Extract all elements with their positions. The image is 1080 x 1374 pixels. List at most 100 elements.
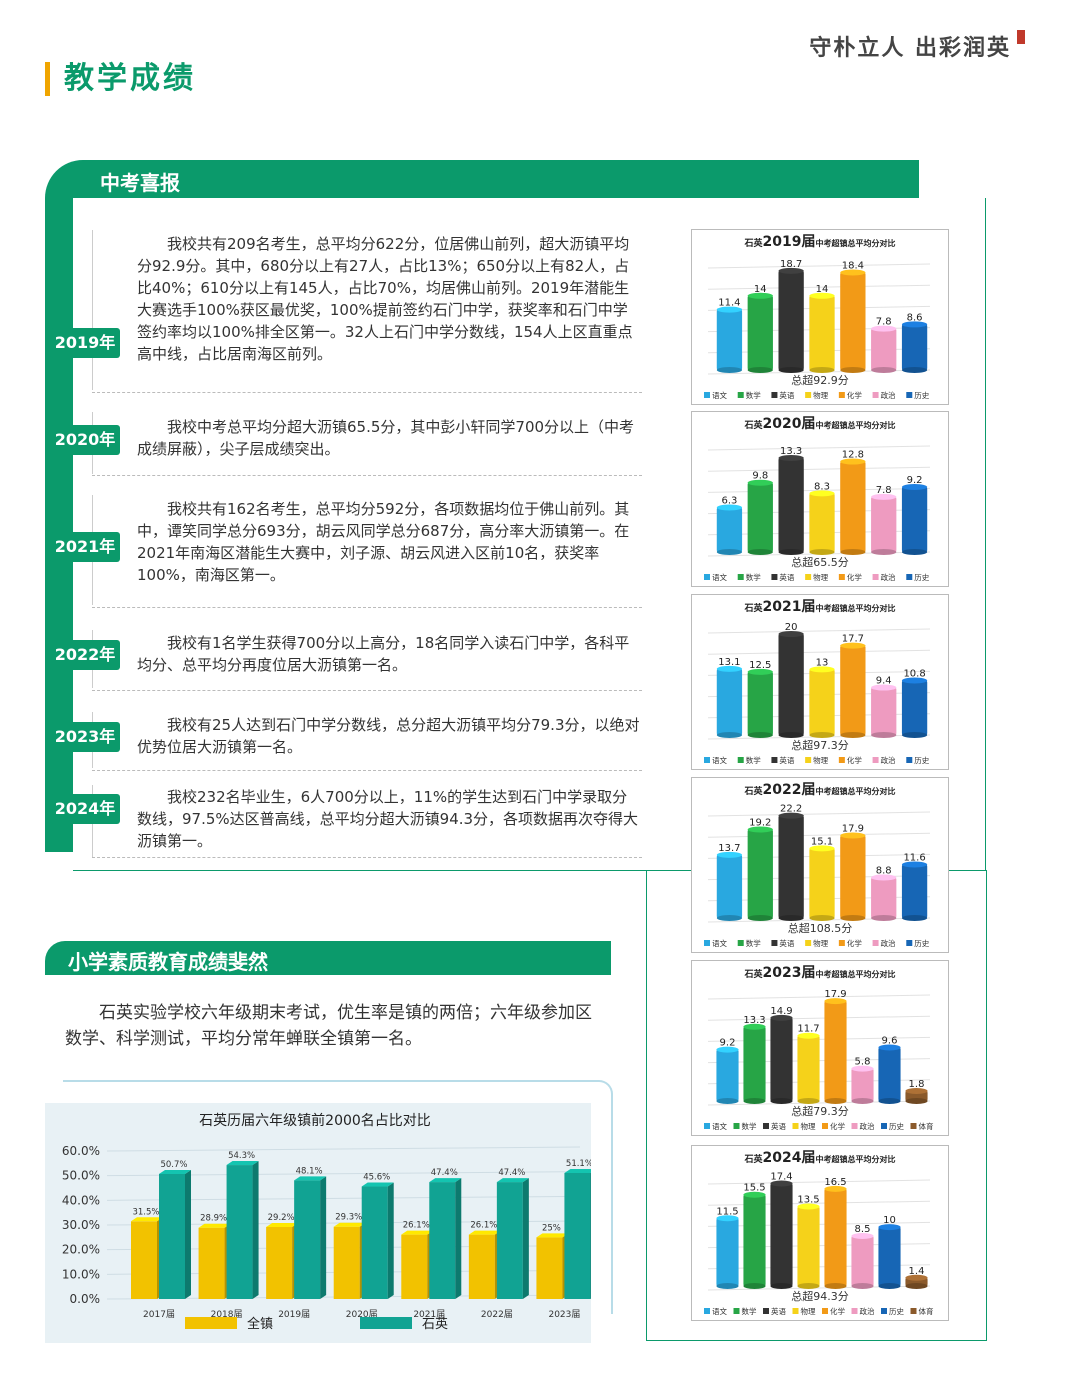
y-tick-label: 50.0% — [62, 1169, 100, 1183]
legend-label: 政治 — [860, 1121, 875, 1131]
bar-top — [797, 1032, 820, 1039]
bar-top — [468, 1230, 501, 1235]
bar-base — [716, 1098, 739, 1104]
bar-value-label: 17.9 — [824, 989, 846, 1000]
bar-value-label: 9.6 — [882, 1035, 898, 1046]
bar-top — [901, 321, 928, 328]
bar-base — [809, 549, 835, 555]
bar-全镇 — [266, 1226, 293, 1299]
bar-top — [716, 851, 743, 858]
x-tick-label: 2020届 — [346, 1309, 378, 1320]
bar-top — [778, 455, 804, 462]
legend-swatch — [872, 940, 879, 946]
grade6-chart: 石英历届六年级镇前2000名占比对比 60.0% 50.0% 40.0% 30.0% 20… — [62, 1112, 597, 1332]
legend-swatch — [771, 940, 778, 946]
gridline — [707, 1179, 931, 1185]
legend-label: 英语 — [779, 572, 794, 582]
chart-title-suffix: 中考超镇总平均分对比 — [815, 420, 895, 430]
bar-value-label: 8.8 — [876, 865, 892, 876]
bar-base — [901, 367, 928, 373]
legend-label: 英语 — [779, 938, 794, 948]
legend-label: 语文 — [712, 938, 727, 948]
bar-top — [716, 1215, 739, 1222]
year-tag-2023: 2023年 — [50, 722, 120, 752]
legend-swatch — [792, 1308, 799, 1314]
bar-side — [387, 1182, 394, 1299]
bar-top — [716, 306, 743, 313]
x-tick-label: 2019届 — [278, 1309, 310, 1320]
bar-value-label: 47.4% — [431, 1168, 458, 1178]
bar-物理 — [809, 848, 835, 918]
legend-swatch — [733, 1123, 740, 1129]
legend-label: 政治 — [881, 755, 896, 765]
bar-value-label: 7.8 — [876, 317, 892, 328]
bar-英语 — [770, 1017, 793, 1101]
bar-top — [840, 832, 866, 839]
entry-text-2019: 我校共有209名考生，总平均分622分，位居佛山前列，超大沥镇平均分92.9分。… — [137, 235, 633, 363]
legend-label: 化学 — [847, 938, 862, 948]
chart-title-prefix: 石英 — [744, 602, 764, 614]
bar-top — [716, 665, 743, 672]
y-tick-label: 0.0% — [70, 1292, 101, 1306]
bar-value-label: 15.1 — [811, 836, 833, 847]
bar-top — [564, 1168, 597, 1173]
bar-side — [455, 1178, 462, 1299]
bar-value-label: 29.3% — [335, 1213, 362, 1223]
bar-top — [851, 1232, 874, 1239]
chart-title-suffix: 中考超镇总平均分对比 — [815, 786, 895, 796]
legend-label: 体育 — [919, 1121, 934, 1131]
bar-base — [824, 1098, 847, 1104]
bar-value-label: 11.4 — [718, 298, 740, 309]
chart-panel-border — [63, 1080, 613, 1314]
bar-化学 — [840, 272, 866, 370]
bar-top — [778, 812, 804, 819]
bar-top — [809, 666, 835, 673]
bar-value-label: 13.3 — [743, 1015, 765, 1026]
legend-swatch — [906, 574, 913, 580]
bar-政治 — [851, 1068, 874, 1101]
bar-value-label: 12.5 — [749, 660, 771, 671]
bar-政治 — [871, 687, 897, 735]
legend-label: 语文 — [712, 390, 727, 400]
x-tick-label: 2021届 — [413, 1309, 445, 1320]
bar-数学 — [747, 671, 773, 735]
total-label: 总超79.3分 — [791, 1104, 849, 1118]
bar-value-label: 10 — [883, 1215, 896, 1226]
bar-top — [429, 1178, 462, 1183]
legend-swatch — [737, 940, 744, 946]
legend-label: 语文 — [712, 755, 727, 765]
bar-语文 — [716, 1049, 739, 1101]
bar-value-label: 47.4% — [498, 1168, 525, 1178]
bar-top — [778, 631, 804, 638]
bar-英语 — [778, 458, 804, 552]
bar-物理 — [809, 295, 835, 370]
bar-英语 — [778, 634, 804, 735]
gridline — [707, 811, 931, 817]
bar-value-label: 5.8 — [855, 1057, 871, 1068]
divider — [92, 475, 642, 477]
bar-政治 — [871, 328, 897, 370]
bar-物理 — [809, 669, 835, 735]
bar-top — [266, 1222, 299, 1227]
entry-text-2024: 我校232名毕业生，6人700分以上，11%的学生达到石门中学录取分数线，97.… — [137, 788, 639, 850]
bar-side — [522, 1178, 529, 1299]
bar-value-label: 25% — [542, 1223, 561, 1233]
year-tag-2021: 2021年 — [50, 532, 120, 562]
legend-swatch — [805, 574, 812, 580]
bar-top — [747, 479, 773, 486]
grade6-chart-panel: 石英历届六年级镇前2000名占比对比 60.0% 50.0% 40.0% 30.0% 20… — [45, 1103, 597, 1343]
entry-text-2021: 我校共有162名考生，总平均分592分，各项数据均位于佛山前列。其中，谭笑同学总… — [137, 500, 630, 584]
bar-value-label: 16.5 — [824, 1177, 846, 1188]
bar-base — [809, 367, 835, 373]
bar-value-label: 17.4 — [770, 1172, 792, 1183]
bar-base — [716, 732, 743, 738]
bar-base — [905, 1283, 928, 1289]
legend-label: 语文 — [712, 572, 727, 582]
bar-base — [797, 1283, 820, 1289]
bar-政治 — [871, 496, 897, 552]
legend-swatch — [872, 574, 879, 580]
bar-top — [226, 1161, 259, 1166]
bar-历史 — [901, 680, 928, 735]
bar-石英 — [159, 1173, 185, 1299]
bar-石英 — [564, 1172, 591, 1299]
